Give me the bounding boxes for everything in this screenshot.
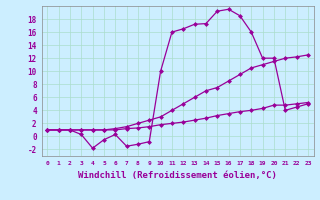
X-axis label: Windchill (Refroidissement éolien,°C): Windchill (Refroidissement éolien,°C) xyxy=(78,171,277,180)
